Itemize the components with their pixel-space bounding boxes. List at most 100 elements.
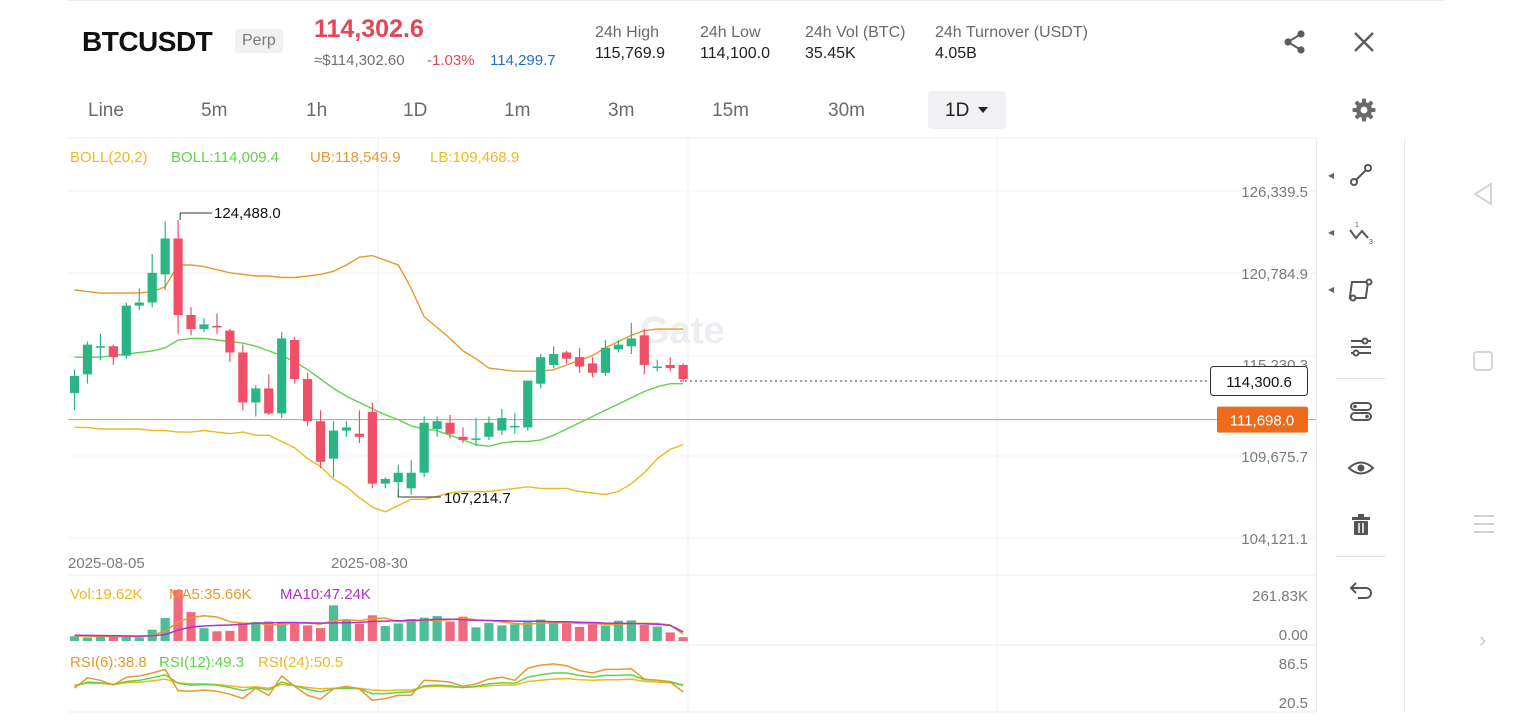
expand-arrow-icon[interactable]: ◀ xyxy=(1328,285,1335,294)
candle-body xyxy=(186,314,196,330)
stat-24h-turnover-value: 4.05B xyxy=(935,45,977,62)
candle-body xyxy=(121,305,131,356)
high-annotation-label: 124,488.0 xyxy=(214,205,281,222)
candle-body xyxy=(523,380,533,428)
candle-body xyxy=(354,433,364,437)
line-draw-icon[interactable] xyxy=(1346,160,1376,190)
candle-body xyxy=(458,436,468,440)
boll-lower-line xyxy=(74,426,684,513)
volume-bar xyxy=(626,620,636,641)
volume-bar xyxy=(238,622,248,641)
candle-body xyxy=(549,354,559,365)
price-axis-tick: 126,339.5 xyxy=(1241,184,1308,201)
tab-1d[interactable]: 1D xyxy=(403,100,428,121)
volume-bar xyxy=(341,619,352,641)
volume-bar xyxy=(419,617,429,641)
last-price: 114,302.6 xyxy=(314,15,424,43)
shape-tool-icon[interactable] xyxy=(1346,275,1376,305)
volume-axis-tick: 261.83K xyxy=(1252,588,1308,605)
candle-body xyxy=(303,379,313,422)
tab-3m[interactable]: 3m xyxy=(608,100,635,121)
expand-arrow-icon[interactable]: ◀ xyxy=(1328,171,1335,180)
rsi6-line xyxy=(74,663,684,702)
stat-24h-low-label: 24h Low xyxy=(700,24,761,41)
candle-body xyxy=(173,238,183,315)
top-divider xyxy=(68,0,1444,1)
volume-bar xyxy=(380,626,390,641)
alert-price-tag-label: 111,698.0 xyxy=(1230,413,1295,430)
last-price-tag-label: 114,300.6 xyxy=(1226,374,1292,391)
candle-body xyxy=(134,302,144,306)
recent-apps-icon[interactable] xyxy=(1472,350,1494,372)
rsi-axis-tick: 86.5 xyxy=(1279,656,1308,673)
volume-bar xyxy=(277,622,287,641)
volume-bar xyxy=(367,615,377,641)
stat-24h-turnover-label: 24h Turnover (USDT) xyxy=(935,24,1088,41)
rsi24-line xyxy=(74,677,684,692)
candle-body xyxy=(471,438,481,440)
timeframe-dropdown[interactable] xyxy=(928,91,1006,129)
price-axis-tick: 120,784.9 xyxy=(1241,266,1308,283)
mark-price: 114,299.7 xyxy=(490,52,556,69)
tab-1m[interactable]: 1m xyxy=(504,100,531,121)
timeframe-dropdown-label: 1D xyxy=(945,100,970,121)
tab-line[interactable]: Line xyxy=(88,100,124,121)
price-chart[interactable]: Gate BOLL(20,2) BOLL:114,009.4 UB:118,549.9… xyxy=(0,0,1316,720)
visibility-eye-icon[interactable] xyxy=(1346,453,1376,483)
menu-icon[interactable] xyxy=(1472,512,1496,536)
expand-arrow-icon[interactable]: ◀ xyxy=(1328,228,1335,237)
alert-price-tag xyxy=(1217,406,1308,433)
candle-body xyxy=(639,335,649,365)
close-icon[interactable] xyxy=(1350,28,1378,56)
candle-body xyxy=(328,430,339,459)
volume-legend-vol: Vol:19.62K xyxy=(70,586,143,603)
rsi-legend-24: RSI(24):50.5 xyxy=(258,654,343,671)
volume-bar xyxy=(678,637,688,641)
volume-bar xyxy=(665,632,675,641)
candle-body xyxy=(277,338,287,414)
tool-separator xyxy=(1336,556,1386,557)
volume-bar xyxy=(484,623,494,641)
candle-body xyxy=(225,330,235,353)
volume-bar xyxy=(562,623,572,641)
volume-legend-ma5: MA5:35.66K xyxy=(169,586,252,603)
candle-body xyxy=(251,388,261,403)
back-nav-icon[interactable] xyxy=(1469,180,1497,208)
layers-icon[interactable] xyxy=(1346,396,1376,426)
stat-24h-high-label: 24h High xyxy=(595,24,660,41)
share-icon[interactable] xyxy=(1281,28,1309,56)
volume-bar xyxy=(406,618,416,641)
chevron-right-icon[interactable]: › xyxy=(1479,627,1487,652)
volume-bar xyxy=(639,625,649,641)
contract-type-badge: Perp xyxy=(235,29,283,53)
candle-body xyxy=(264,388,274,414)
chevron-down-icon xyxy=(978,107,988,113)
undo-icon[interactable] xyxy=(1346,574,1376,604)
candle-body xyxy=(108,346,118,358)
tab-1h[interactable]: 1h xyxy=(306,100,328,121)
volume-bar xyxy=(523,622,533,641)
last-price-tag xyxy=(1210,366,1308,396)
volume-bar xyxy=(121,635,131,641)
tab-15m[interactable]: 15m xyxy=(712,100,749,121)
volume-bar xyxy=(251,621,261,641)
volume-bar xyxy=(69,636,80,641)
indicator-settings-icon[interactable] xyxy=(1346,332,1376,362)
volume-bar xyxy=(549,623,559,641)
trash-icon[interactable] xyxy=(1346,510,1376,540)
volume-bar xyxy=(290,622,300,641)
volume-bar xyxy=(199,628,209,641)
rsi12-line xyxy=(74,672,684,695)
candle-body xyxy=(393,472,403,483)
candle-body xyxy=(380,478,390,484)
watermark-logo: Gate xyxy=(640,310,724,352)
gear-icon[interactable] xyxy=(1350,96,1378,124)
tab-30m[interactable]: 30m xyxy=(828,100,865,121)
candle-body xyxy=(147,272,157,303)
volume-bar xyxy=(173,590,183,641)
tab-5m[interactable]: 5m xyxy=(201,100,228,121)
volume-bar xyxy=(108,636,118,641)
approx-usd-price: ≈$114,302.60 xyxy=(314,52,405,69)
symbol-title[interactable]: BTCUSDT xyxy=(82,26,213,57)
